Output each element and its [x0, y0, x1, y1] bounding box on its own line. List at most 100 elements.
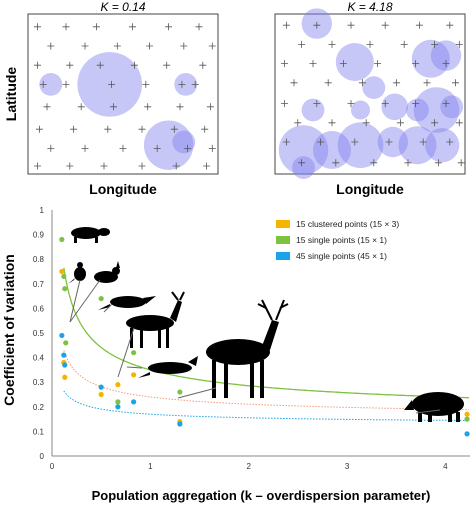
data-point [62, 362, 68, 368]
sample-point [35, 125, 43, 133]
cluster-circle [39, 73, 63, 96]
sample-point [442, 100, 450, 108]
sample-point [70, 125, 78, 133]
data-point [131, 399, 137, 405]
sample-point [358, 79, 366, 87]
sample-point [163, 61, 171, 69]
cluster-circle [411, 39, 450, 78]
data-point [115, 382, 121, 388]
sample-point [412, 100, 420, 108]
sample-point [100, 162, 108, 170]
sample-point [153, 144, 161, 152]
sample-point [400, 40, 408, 48]
x-axis-label: Population aggregation (k – overdispersi… [92, 488, 431, 503]
map-points [34, 23, 216, 170]
sample-point [191, 80, 199, 88]
sample-point [347, 21, 355, 29]
map-circles [278, 8, 464, 180]
sample-point [347, 100, 355, 108]
x-tick-label: 3 [345, 462, 350, 471]
sample-point [281, 100, 288, 108]
sample-point [144, 103, 152, 111]
sample-point [66, 61, 74, 69]
sample-point [298, 40, 306, 48]
sample-point [455, 40, 463, 48]
sample-point [77, 103, 85, 111]
sample-point [298, 159, 306, 167]
map-xlabel: Longitude [336, 181, 404, 197]
sample-point [313, 100, 321, 108]
sample-point [366, 40, 374, 48]
sample-point [146, 42, 154, 50]
y-tick-label: 0.3 [33, 378, 45, 387]
sample-point [282, 138, 290, 146]
legend-swatch [276, 220, 290, 228]
badger-icon [71, 227, 110, 243]
fit-curves [63, 267, 469, 421]
sample-point [165, 23, 173, 31]
y-tick-label: 0.9 [33, 231, 45, 240]
sample-point [43, 103, 51, 111]
data-point [131, 372, 137, 378]
sample-point [113, 42, 121, 50]
sample-point [381, 100, 389, 108]
cluster-circle [413, 87, 460, 133]
sample-point [130, 61, 138, 69]
sample-point [431, 40, 439, 48]
animal-silhouettes [68, 227, 464, 422]
legend-label: 15 single points (15 × 1) [296, 235, 387, 245]
y-tick-label: 1 [40, 206, 45, 215]
legend-swatch [276, 236, 290, 244]
data-point [98, 384, 104, 390]
sample-point [138, 125, 146, 133]
data-point [131, 350, 137, 356]
sample-point [104, 125, 112, 133]
map-xlabel: Longitude [89, 181, 157, 197]
fit-curve [63, 350, 469, 411]
cluster-circle [381, 93, 409, 121]
sample-point [294, 119, 302, 127]
data-point [115, 404, 121, 410]
data-point [464, 416, 470, 422]
cluster-circle [143, 120, 194, 170]
x-tick-label: 1 [148, 462, 153, 471]
sample-point [442, 60, 450, 68]
x-tick-label: 4 [443, 462, 448, 471]
cluster-circle [440, 95, 464, 119]
y-tick-labels: 0 0.1 0.2 0.3 0.4 0.5 0.6 0.7 0.8 0.9 1 [33, 206, 45, 461]
data-points [59, 236, 470, 437]
sample-point [206, 103, 214, 111]
data-point [177, 421, 183, 427]
wild-boar-icon [404, 392, 464, 422]
sample-point [332, 159, 340, 167]
cluster-circle [425, 128, 460, 163]
y-tick-label: 0.5 [33, 329, 45, 338]
sample-point [34, 23, 41, 31]
sample-point [396, 119, 404, 127]
cluster-circle [337, 122, 384, 168]
legend-label: 15 clustered points (15 × 3) [296, 219, 399, 229]
sample-point [208, 42, 216, 50]
data-point [62, 374, 68, 380]
bird-icon [68, 262, 86, 284]
y-tick-label: 0.2 [33, 403, 45, 412]
data-point [177, 389, 183, 395]
sample-point [455, 119, 463, 127]
data-point [98, 295, 104, 302]
legend-label: 45 single points (45 × 1) [296, 251, 387, 261]
sample-point [309, 60, 317, 68]
red-deer-icon [206, 299, 289, 398]
sample-point [423, 79, 431, 87]
sample-point [108, 80, 116, 88]
sample-point [446, 21, 454, 29]
sample-point [34, 61, 41, 69]
map-title: K = 0.14 [100, 0, 145, 14]
cluster-circle [278, 125, 329, 175]
weasel-icon [138, 356, 198, 378]
sample-point [385, 138, 393, 146]
sample-point [362, 119, 370, 127]
data-point [115, 399, 121, 405]
sample-point [203, 162, 211, 170]
y-tick-label: 0.8 [33, 255, 45, 264]
sample-point [393, 79, 401, 87]
